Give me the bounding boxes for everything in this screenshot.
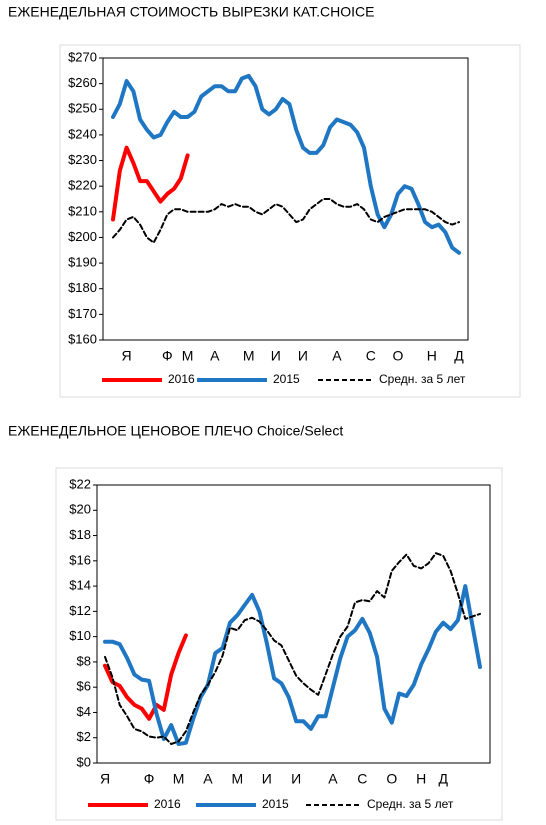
series-line	[111, 73, 461, 255]
x-tick-label: С	[357, 771, 367, 787]
x-tick-label: М	[232, 771, 244, 787]
x-tick-label: И	[271, 348, 281, 364]
series-line	[103, 633, 188, 721]
y-tick-label: $18	[69, 527, 91, 542]
x-tick-label: Ф	[162, 348, 173, 364]
y-tick-label: $2	[77, 729, 91, 744]
x-tick-label: Я	[100, 771, 110, 787]
legend-label: 2015	[273, 372, 300, 386]
y-tick-label: $270	[68, 49, 97, 64]
y-tick-label: $210	[68, 203, 97, 218]
y-tick-label: $20	[69, 502, 91, 517]
y-tick-label: $160	[68, 331, 97, 346]
x-tick-label: Д	[438, 771, 448, 787]
legend-label: 2016	[154, 797, 181, 811]
series-line	[104, 552, 481, 745]
x-tick-label: Д	[454, 348, 464, 364]
x-tick-label: С	[366, 348, 376, 364]
y-tick-label: $250	[68, 101, 97, 116]
x-tick-label: Н	[416, 771, 426, 787]
legend-label: Средн. за 5 лет	[379, 372, 466, 386]
y-tick-label: $260	[68, 75, 97, 90]
x-tick-label: И	[298, 348, 308, 364]
y-tick-label: $14	[69, 578, 91, 593]
y-tick-label: $12	[69, 603, 91, 618]
y-tick-label: $16	[69, 552, 91, 567]
plot-area	[96, 484, 491, 764]
y-tick-label: $180	[68, 280, 97, 295]
chart-title: ЕЖЕНЕДЕЛЬНОЕ ЦЕНОВОЕ ПЛЕЧО Choice/Select	[8, 423, 343, 439]
y-tick-label: $240	[68, 126, 97, 141]
x-tick-label: М	[173, 771, 185, 787]
x-tick-label: О	[392, 348, 403, 364]
y-tick-label: $0	[77, 754, 91, 769]
x-tick-label: М	[243, 348, 255, 364]
x-tick-label: Я	[122, 348, 132, 364]
y-tick-label: $200	[68, 229, 97, 244]
legend-label: 2016	[168, 372, 195, 386]
x-tick-label: А	[332, 348, 342, 364]
y-tick-label: $4	[77, 704, 91, 719]
plot-area	[102, 57, 469, 341]
y-tick-label: $8	[77, 653, 91, 668]
chart-frame	[55, 467, 503, 821]
x-tick-label: А	[328, 771, 338, 787]
x-tick-label: М	[182, 348, 194, 364]
x-tick-label: А	[210, 348, 220, 364]
x-tick-label: О	[386, 771, 397, 787]
y-tick-label: $190	[68, 255, 97, 270]
legend-label: Средн. за 5 лет	[367, 797, 454, 811]
y-tick-label: $170	[68, 306, 97, 321]
y-tick-label: $6	[77, 679, 91, 694]
series-line	[111, 145, 190, 222]
legend-label: 2015	[262, 797, 289, 811]
x-tick-label: А	[203, 771, 213, 787]
x-tick-label: И	[291, 771, 301, 787]
y-tick-label: $230	[68, 152, 97, 167]
series-line	[103, 584, 482, 746]
y-tick-label: $10	[69, 628, 91, 643]
chart-title: ЕЖЕНЕДЕЛЬНАЯ СТОИМОСТЬ ВЫРЕЗКИ КАТ.CHOIC…	[8, 4, 374, 20]
y-tick-label: $220	[68, 178, 97, 193]
x-tick-label: Ф	[144, 771, 155, 787]
series-line	[112, 198, 460, 244]
x-tick-label: И	[262, 771, 272, 787]
x-tick-label: Н	[427, 348, 437, 364]
chart-frame	[59, 44, 521, 398]
y-tick-label: $22	[69, 476, 91, 491]
